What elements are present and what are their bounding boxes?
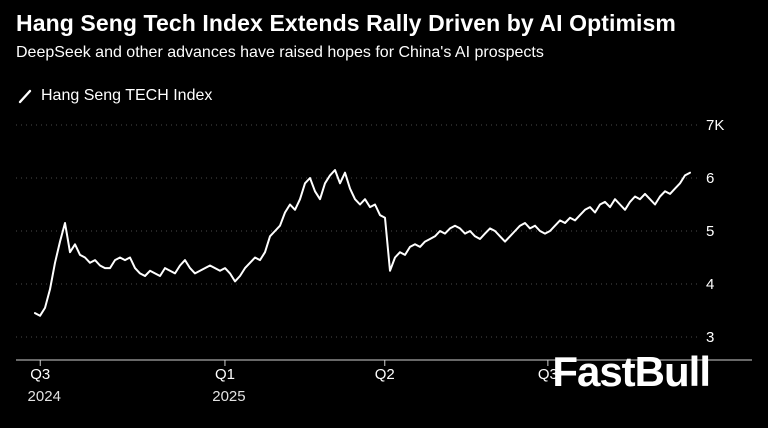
y-axis-label: 4 [706,276,714,293]
y-axis-label: 5 [706,223,714,240]
x-axis-label: Q2 [375,366,395,383]
x-axis-label: Q3 [538,366,558,383]
x-axis-year-label: 2024 [28,388,61,405]
page-title: Hang Seng Tech Index Extends Rally Drive… [16,10,676,36]
x-axis-label: Q1 [215,366,235,383]
x-axis-year-label: 2025 [212,388,245,405]
y-axis-label: 6 [706,170,714,187]
fastbull-watermark-logo: FastBull [552,348,711,395]
legend-label: Hang Seng TECH Index [41,87,213,104]
legend: Hang Seng TECH Index [18,87,212,105]
page-subtitle: DeepSeek and other advances have raised … [16,44,544,61]
y-axis-label: 7K [706,117,724,134]
line-sample-icon [18,89,33,104]
y-axis-label: 3 [706,329,714,346]
index-line-series [34,169,691,317]
x-axis-label: Q3 [30,366,50,383]
